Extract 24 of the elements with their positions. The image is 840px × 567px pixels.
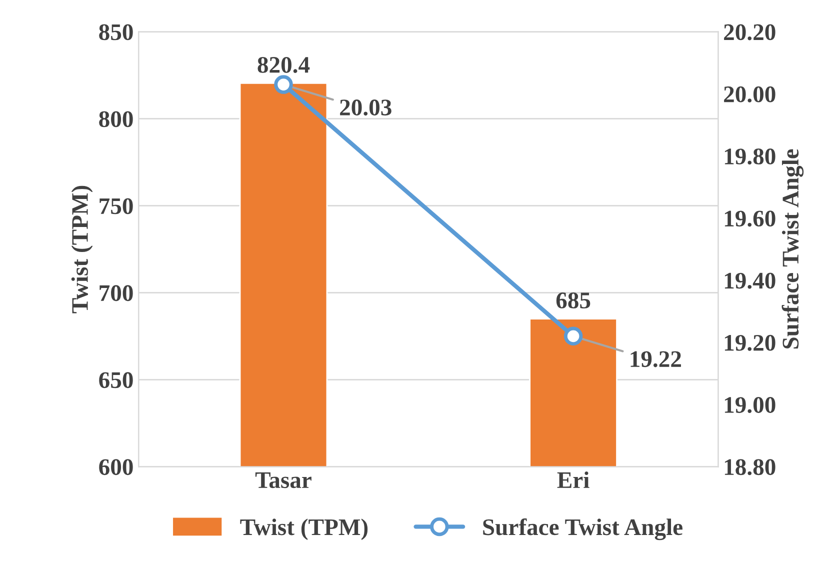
y2-tick-label: 19.60 <box>724 210 776 227</box>
x-tick-label: Eri <box>557 472 590 488</box>
data-label: 20.03 <box>340 100 392 116</box>
y2-tick-label: 18.80 <box>724 459 776 476</box>
y2-tick-label: 19.20 <box>724 334 776 351</box>
legend-label: Twist (TPM) <box>240 518 368 540</box>
y2-tick-label: 19.00 <box>724 397 776 414</box>
y-tick-label: 700 <box>100 285 133 302</box>
y-tick-label: 850 <box>99 24 133 40</box>
data-label: 685 <box>556 292 590 308</box>
y2-tick-label: 19.80 <box>724 148 776 165</box>
y-axis-title: Twist (TPM) <box>71 186 93 314</box>
y-tick-label: 600 <box>99 459 133 476</box>
legend-label: Surface Twist Angle <box>483 518 682 540</box>
y-tick-label: 800 <box>99 111 133 128</box>
y2-tick-label: 20.00 <box>724 86 776 102</box>
data-label: 820.4 <box>258 56 310 73</box>
x-tick-label: Tasar <box>255 472 312 488</box>
y-tick-label: 750 <box>100 198 133 214</box>
y2-tick-label: 19.40 <box>724 272 776 289</box>
data-label: 19.22 <box>630 351 681 368</box>
y2-tick-label: 20.20 <box>724 24 776 40</box>
y-tick-label: 650 <box>99 372 133 388</box>
y2-axis-title: Surface Twist Angle <box>782 149 804 349</box>
